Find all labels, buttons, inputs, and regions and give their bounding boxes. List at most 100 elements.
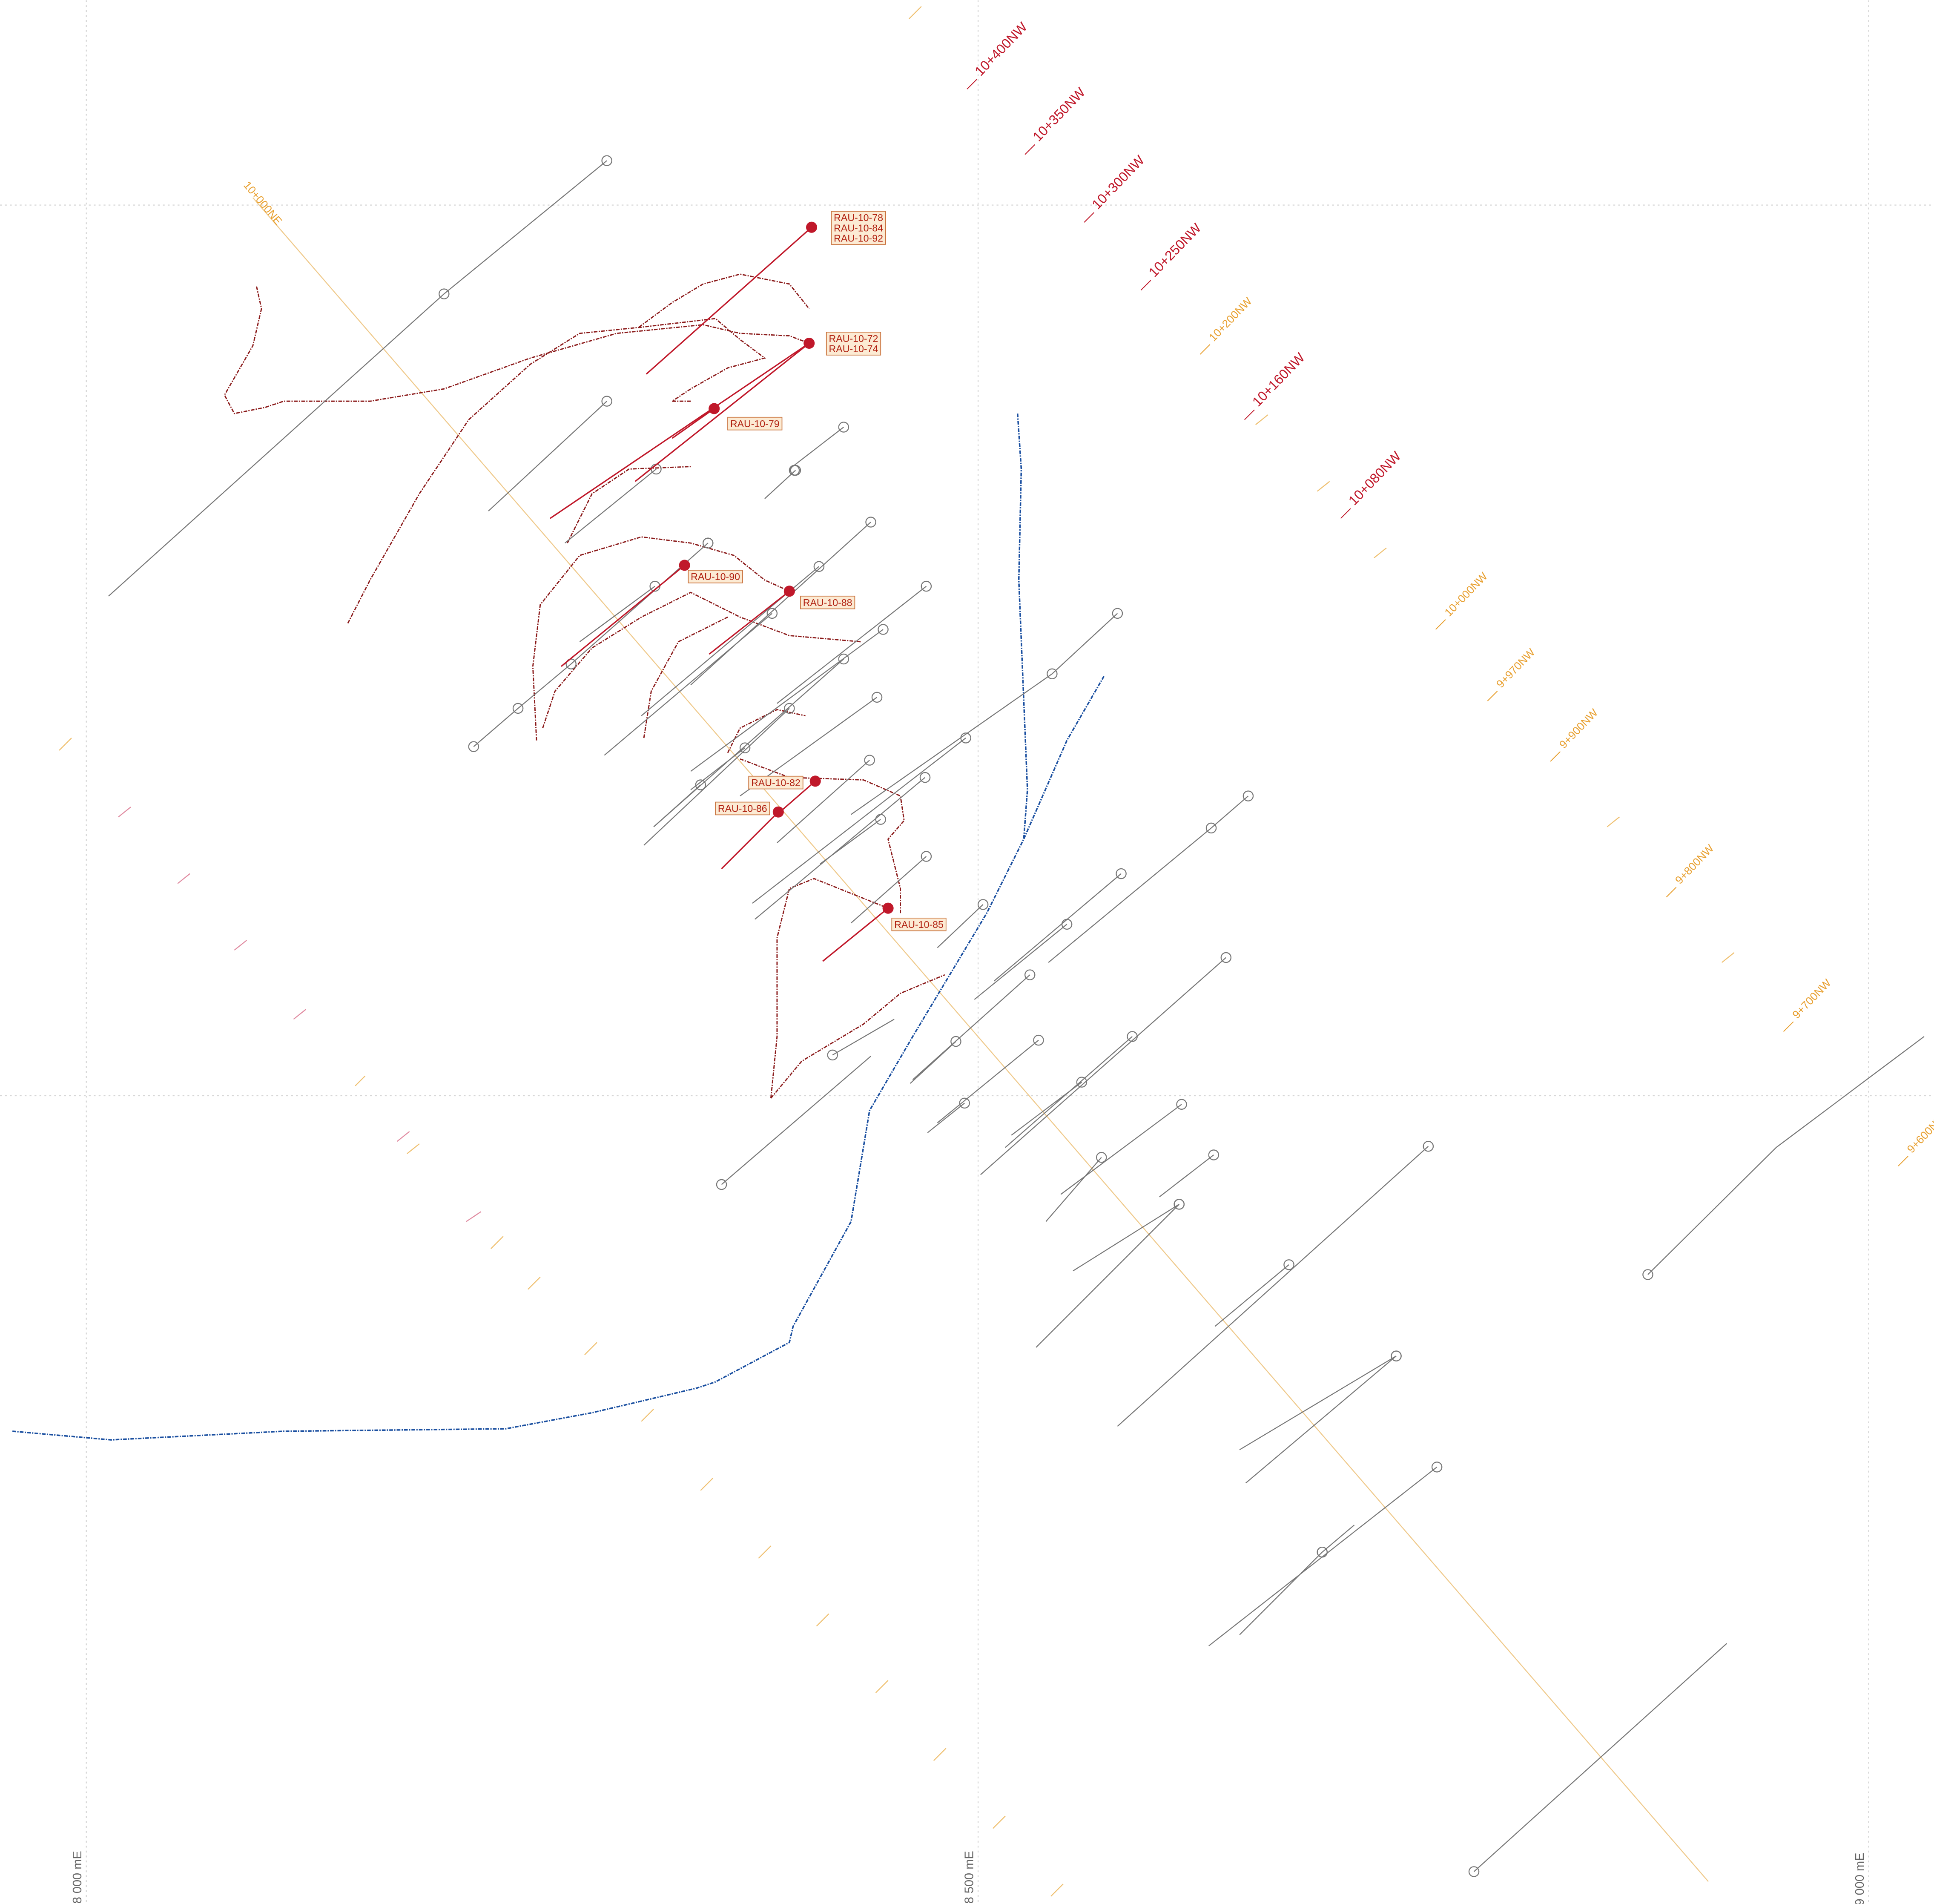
hole-label-box xyxy=(826,332,881,356)
section-label: 9+900NW xyxy=(1557,706,1601,751)
collar xyxy=(921,851,932,862)
drill-trace xyxy=(832,1019,895,1056)
target-trace xyxy=(671,408,715,439)
drill-trace xyxy=(643,708,790,846)
section-tick xyxy=(59,738,72,751)
collar xyxy=(1242,790,1254,801)
drill-trace xyxy=(910,1041,956,1084)
section-label: 10+000NW xyxy=(1442,570,1490,619)
hole-label: RAU-10-86 xyxy=(718,803,767,814)
section-tick xyxy=(491,1236,504,1249)
drill-trace xyxy=(1473,1643,1727,1872)
collar xyxy=(739,742,751,753)
collar xyxy=(1317,1546,1328,1558)
collar xyxy=(875,814,886,825)
section-tick xyxy=(1340,508,1351,519)
collar xyxy=(1431,1462,1443,1473)
target-trace xyxy=(709,590,790,655)
trace xyxy=(1023,676,1105,840)
target-trace xyxy=(560,565,685,667)
drill-trace xyxy=(927,1103,965,1133)
drill-trace xyxy=(1239,1551,1323,1635)
hole-collar xyxy=(679,560,690,571)
drill-trace xyxy=(912,974,1030,1080)
collar xyxy=(468,741,479,752)
collar xyxy=(1033,1034,1044,1046)
hole-collar xyxy=(772,806,784,818)
collar xyxy=(1061,919,1073,930)
section-tick xyxy=(1317,481,1330,492)
section-tick xyxy=(1244,409,1255,420)
hole-collar xyxy=(803,337,815,349)
hole-collar xyxy=(882,902,894,914)
section-label: 9+600NW xyxy=(1905,1111,1934,1155)
collar xyxy=(1174,1199,1185,1210)
drill-trace xyxy=(789,427,844,470)
collar xyxy=(871,692,883,703)
section-tick xyxy=(1024,144,1036,155)
collar xyxy=(716,1179,727,1190)
drill-trace xyxy=(604,613,773,756)
outline xyxy=(542,592,861,729)
collar xyxy=(1208,1149,1220,1160)
section-tick xyxy=(700,1478,714,1491)
drill-trace xyxy=(851,613,1118,815)
baseline-line xyxy=(252,197,1709,1882)
collar xyxy=(1205,822,1217,834)
section-label: 9+800NW xyxy=(1673,842,1716,887)
drill-trace xyxy=(1211,795,1249,829)
section-label: 9+970NW xyxy=(1494,646,1538,690)
target-trace xyxy=(646,227,812,375)
collar xyxy=(1176,1099,1187,1110)
collar xyxy=(813,561,825,572)
hole-collar xyxy=(809,775,821,787)
collar xyxy=(864,755,875,766)
collar xyxy=(838,422,849,433)
hole-label: RAU-10-78 xyxy=(834,212,883,223)
section-label: 10+400NW xyxy=(972,19,1030,79)
hole-label: RAU-10-79 xyxy=(730,418,780,429)
outline xyxy=(638,273,810,328)
section-tick xyxy=(1783,1021,1794,1032)
baseline-label: 10+000NE xyxy=(241,179,285,227)
drill-trace xyxy=(721,1056,871,1185)
collar xyxy=(865,517,876,528)
target-trace xyxy=(550,342,810,519)
collar xyxy=(766,608,778,619)
drill-trace xyxy=(1214,1264,1289,1327)
drill-trace xyxy=(937,1040,1039,1123)
section-tick xyxy=(1084,212,1095,223)
drill-trace xyxy=(1239,1355,1397,1450)
section-tick xyxy=(234,940,247,951)
outline xyxy=(643,616,728,738)
drill-trace xyxy=(980,957,1227,1175)
section-tick xyxy=(641,1408,654,1422)
section-tick xyxy=(1199,344,1211,355)
section-tick xyxy=(177,873,190,884)
section-tick xyxy=(1255,414,1268,425)
section-tick xyxy=(758,1545,772,1559)
hole-label-box xyxy=(715,801,770,816)
section-tick xyxy=(1374,547,1387,558)
collar xyxy=(1642,1269,1653,1280)
drill-trace xyxy=(1245,1355,1397,1484)
drill-trace xyxy=(1322,1525,1355,1553)
collar xyxy=(950,1036,961,1047)
hole-label: RAU-10-85 xyxy=(894,919,944,930)
drill-trace xyxy=(777,586,927,704)
collar xyxy=(695,779,706,790)
drill-trace xyxy=(1159,1154,1214,1198)
target-trace xyxy=(822,907,889,962)
hole-label-box xyxy=(727,416,783,431)
hole-label: RAU-10-90 xyxy=(691,571,740,582)
hole-label-box xyxy=(800,595,855,609)
outline xyxy=(727,709,806,753)
collar xyxy=(1096,1152,1107,1163)
collar xyxy=(977,899,989,910)
collar xyxy=(1391,1350,1402,1361)
drill-trace xyxy=(777,760,870,844)
drill-trace xyxy=(690,522,871,686)
drill-trace xyxy=(690,629,884,772)
section-label: 10+250NW xyxy=(1145,220,1204,280)
